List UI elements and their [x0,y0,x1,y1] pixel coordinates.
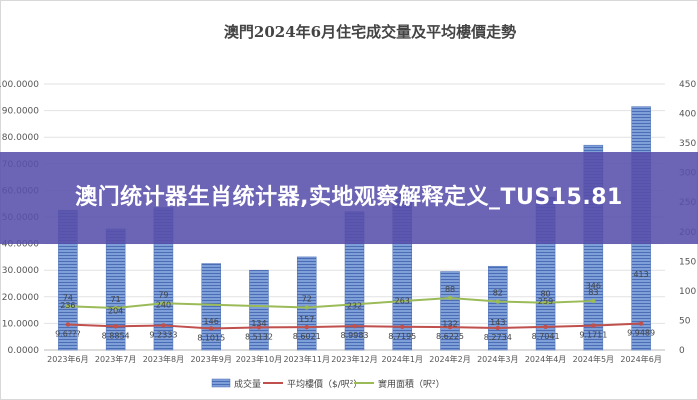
price-label: 9.9489 [627,329,655,338]
price-label: 8.8854 [102,331,130,340]
right-axis-tick: 150 [679,257,696,267]
x-axis-ticks: 2023年6月 2023年7月 2023年8月 2023年9月 2023年10月 2023… [47,354,662,364]
x-axis-tick: 2023年8月 [143,354,184,364]
x-axis-tick: 2024年1月 [382,354,423,364]
volume-bar-label: 240 [156,300,171,309]
left-axis-tick: 80.0000 [2,133,39,143]
volume-bar-label: 236 [60,301,75,310]
x-axis-tick: 2023年6月 [47,354,88,364]
area-point [495,299,501,304]
volume-bar-label: 132 [442,319,457,328]
price-point [400,324,405,330]
area-label: 74 [63,293,73,302]
left-axis-tick: 40.0000 [2,240,39,250]
volume-bar-label: 232 [347,302,362,311]
x-axis-tick: 2024年6月 [620,354,661,364]
price-point [161,323,166,328]
area-point [543,300,548,305]
price-point [256,325,262,330]
area-point [65,304,71,309]
area-point [447,295,453,301]
right-axis-tick: 450 [679,80,696,90]
x-axis-tick: 2023年12月 [331,354,378,364]
price-point [352,323,357,329]
volume-bar-label: 146 [204,317,219,326]
legend-entry: 實用面積（呎²） [378,378,445,390]
legend-entry: 成交量 [234,378,261,390]
right-axis-tick: 50 [679,316,691,326]
volume-bar-label: 346 [586,282,601,291]
area-label: 82 [493,289,503,298]
right-axis-tick: 0 [679,346,685,356]
price-label: 8.6225 [436,332,464,341]
area-point [304,305,309,310]
volume-bar [249,269,269,351]
legend-swatch-volume [211,378,231,388]
volume-bar-label: 143 [490,318,505,327]
price-point [591,323,596,328]
title-overlay-banner: 澳门统计器生肖统计器,实地观察解释定义_TUS15.81 [0,152,698,244]
legend-entry: 平均樓價（$/呎²） [287,378,362,390]
right-axis-tick: 350 [679,139,696,149]
price-point [304,324,309,330]
volume-bar-label: 259 [538,297,553,306]
volume-bar-label: 157 [299,315,314,324]
x-axis-tick: 2024年2月 [429,354,470,364]
price-point [113,324,118,329]
x-axis-tick: 2023年10月 [236,354,283,364]
x-axis-tick: 2023年9月 [190,354,231,364]
price-label: 8.1015 [197,333,225,342]
area-label: 79 [158,290,168,299]
price-label: 9.6??? [55,329,80,338]
price-label: 9.2333 [149,330,177,339]
data-labels: 236 204 240 146 134 157 232 263 132 143 259 346 413 9… [55,270,655,342]
overlay-text: 澳门统计器生肖统计器,实地观察解释定义_TUS15.81 [75,185,623,210]
price-point [543,324,548,330]
area-line [67,296,594,310]
x-axis-tick: 2023年7月 [95,354,136,364]
area-label: 72 [302,294,312,303]
price-point [447,324,453,330]
price-label: 8.7041 [532,332,560,341]
area-label: 80 [540,290,550,299]
price-point [495,325,501,331]
area-label: 71 [111,295,121,304]
left-axis-tick: 90.0000 [2,107,39,117]
volume-bar-label: 204 [108,307,123,316]
volume-bar-label: 134 [251,319,266,328]
x-axis-tick: 2024年5月 [573,354,614,364]
legend: 成交量 平均樓價（$/呎²） 實用面積（呎²） [211,378,445,390]
left-axis-tick: 0.0000 [8,346,40,356]
area-label: 83 [588,288,598,297]
price-point [638,321,644,326]
volume-bar [488,265,508,351]
area-point [161,301,166,306]
x-axis-tick: 2024年4月 [525,354,566,364]
area-point [113,305,118,311]
left-axis-tick: 20.0000 [2,293,39,303]
price-point [208,326,214,331]
volume-bar-label: 263 [395,296,410,305]
price-label: 8.9983 [341,331,369,340]
price-label: 8.7195 [388,332,416,341]
volume-bar-label: 413 [633,270,648,279]
volume-bar [440,271,460,351]
price-point [65,322,71,327]
price-label: 8.5132 [245,332,273,341]
right-axis-tick: 400 [679,110,696,120]
area-point [591,298,596,304]
chart-title: 澳門2024年6月住宅成交量及平均樓價走勢 [224,23,516,41]
x-axis-tick: 2023年11月 [283,354,330,364]
left-axis-tick: 100.0000 [0,80,39,90]
price-label: 9.1711 [579,331,607,340]
left-axis-tick: 10.0000 [2,319,39,329]
left-axis-tick: 30.0000 [2,266,39,276]
series-lines [65,295,644,331]
price-label: 8.6021 [293,332,321,341]
price-label: 8.2734 [484,333,512,342]
x-axis-tick: 2024年3月 [477,354,518,364]
area-label: 88 [445,285,455,294]
right-axis-tick: 100 [679,287,696,297]
